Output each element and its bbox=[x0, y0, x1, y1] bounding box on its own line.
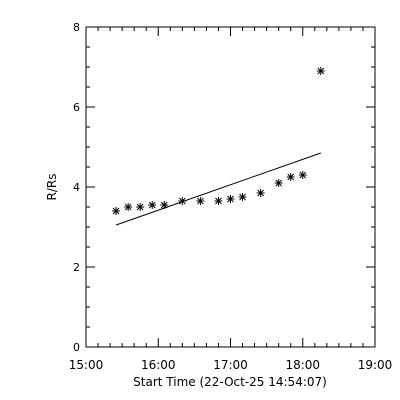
data-point bbox=[148, 201, 157, 209]
marker-stroke bbox=[197, 197, 204, 205]
y-tick-label: 8 bbox=[73, 21, 80, 34]
x-axis-label: Start Time (22-Oct-25 14:54:07) bbox=[133, 375, 327, 389]
data-points bbox=[112, 67, 325, 215]
plot-frame bbox=[85, 26, 376, 348]
data-point bbox=[136, 203, 145, 211]
x-tick-label: 17:00 bbox=[213, 358, 248, 372]
data-point bbox=[160, 201, 169, 209]
y-axis-ticks bbox=[86, 26, 375, 348]
y-tick-label: 2 bbox=[73, 261, 80, 274]
data-point bbox=[178, 197, 187, 205]
marker-stroke bbox=[317, 67, 325, 75]
data-point bbox=[112, 207, 121, 215]
marker-stroke bbox=[160, 201, 168, 209]
data-point bbox=[214, 197, 223, 205]
data-point bbox=[286, 173, 295, 181]
marker-stroke bbox=[124, 203, 132, 211]
x-tick-label: 18:00 bbox=[285, 358, 320, 372]
data-point bbox=[226, 195, 235, 203]
marker-stroke bbox=[215, 197, 222, 205]
marker-stroke bbox=[178, 197, 186, 205]
marker-stroke bbox=[239, 193, 246, 201]
data-point bbox=[238, 193, 247, 201]
y-tick-label: 6 bbox=[73, 101, 80, 114]
x-axis-tick-labels: 15:00 16:00 17:00 18:00 19:00 bbox=[69, 358, 393, 372]
marker-stroke bbox=[227, 195, 234, 203]
marker-stroke bbox=[136, 203, 144, 211]
marker-stroke bbox=[257, 189, 264, 197]
y-tick-label: 4 bbox=[73, 181, 80, 194]
x-tick-label: 15:00 bbox=[69, 358, 104, 372]
y-axis-label: R/Rs bbox=[45, 174, 59, 201]
marker-stroke bbox=[287, 173, 295, 181]
marker-stroke bbox=[275, 179, 283, 187]
data-point bbox=[298, 171, 307, 179]
fit-line-group bbox=[115, 152, 321, 226]
x-tick-label: 19:00 bbox=[358, 358, 393, 372]
x-axis-ticks bbox=[85, 27, 376, 347]
marker-stroke bbox=[299, 171, 307, 179]
data-point bbox=[316, 67, 325, 75]
data-point bbox=[124, 203, 133, 211]
data-point bbox=[256, 189, 265, 197]
marker-stroke bbox=[112, 207, 120, 215]
marker-stroke bbox=[148, 201, 156, 209]
x-tick-label: 16:00 bbox=[141, 358, 176, 372]
fit-line bbox=[115, 152, 321, 226]
y-tick-label: 0 bbox=[73, 341, 80, 354]
data-point bbox=[196, 197, 205, 205]
data-point bbox=[274, 179, 283, 187]
y-axis-tick-labels: 0 2 4 6 8 bbox=[73, 21, 80, 354]
